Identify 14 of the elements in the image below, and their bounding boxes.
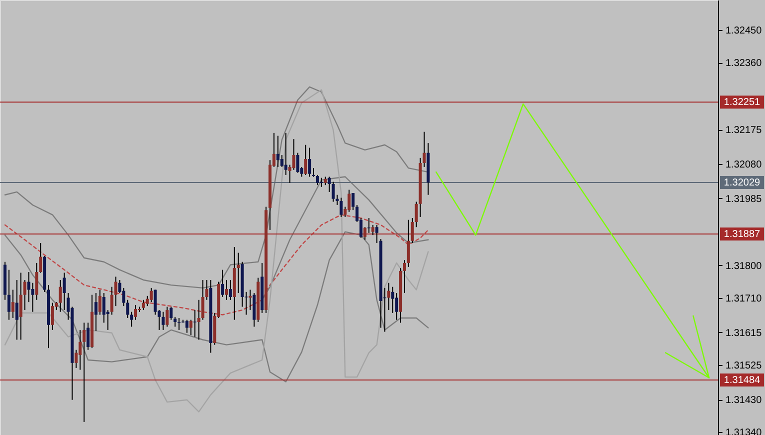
ref-line-label: 1.32029: [724, 178, 761, 189]
ref-line-label: 1.32251: [724, 97, 761, 108]
y-tick-label: 1.31710: [726, 294, 762, 305]
y-tick-label: 1.32080: [726, 160, 762, 171]
y-tick-label: 1.31615: [726, 328, 762, 339]
y-tick-label: 1.32175: [726, 125, 762, 136]
y-tick-label: 1.31800: [726, 260, 762, 272]
y-tick-label: 1.32450: [726, 26, 762, 37]
y-tick-label: 1.31525: [726, 360, 762, 372]
y-tick-label: 1.32360: [726, 58, 762, 70]
ref-line-label: 1.31887: [724, 228, 761, 240]
y-tick-label: 1.31430: [726, 395, 762, 406]
ref-line-label: 1.31484: [724, 374, 761, 386]
y-tick-label: 1.31985: [726, 194, 762, 205]
